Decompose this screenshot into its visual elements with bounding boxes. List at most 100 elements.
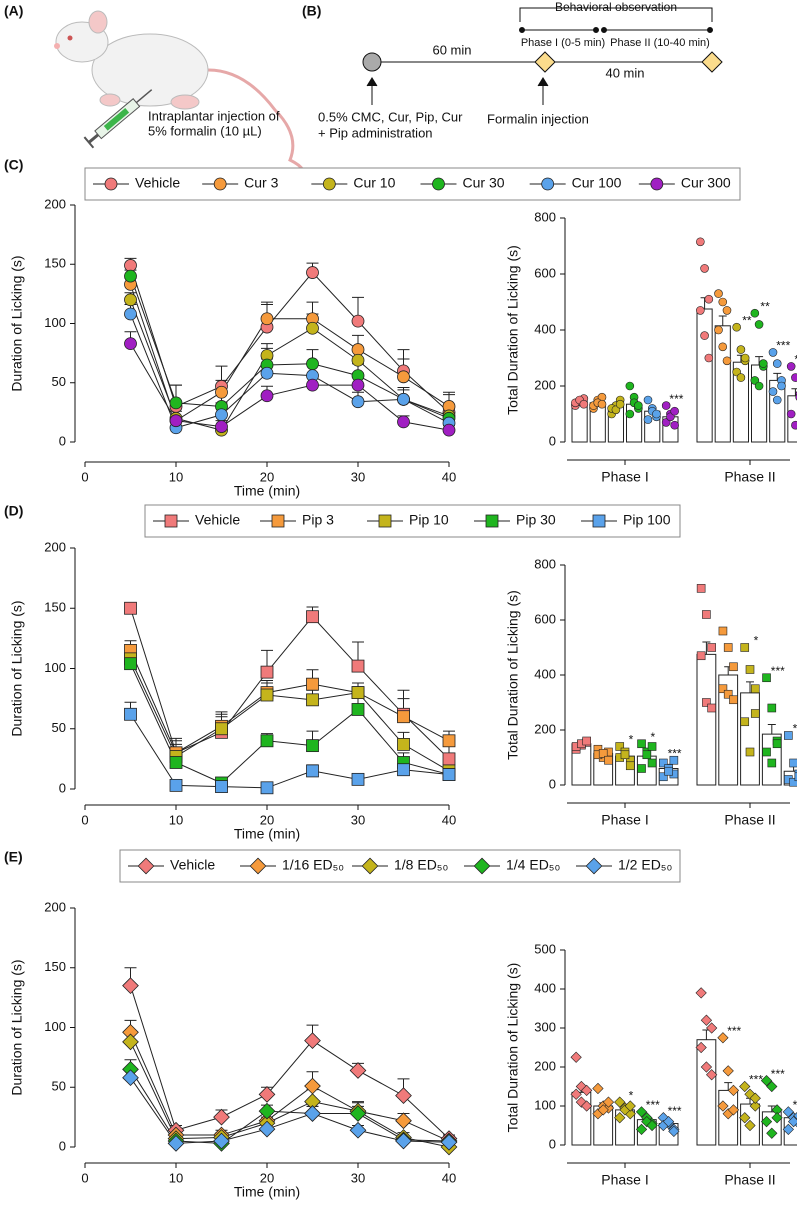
legend-label: Cur 100 [572,175,622,191]
significance-label: *** [771,1067,785,1081]
data-point [760,1115,773,1128]
x-tick-label: Phase I [601,812,648,828]
data-point [727,1084,740,1097]
x-tick-label: Phase II [724,812,775,828]
admin-label: + Pip administration [318,125,433,140]
data-point [624,1100,636,1112]
data-point [579,399,589,409]
marker [442,734,456,748]
data-point [696,651,706,661]
series-line [130,658,450,772]
marker [397,370,410,384]
data-point [643,415,653,424]
data-point [739,1080,751,1093]
data-point [570,1051,582,1063]
significance-label: * [650,730,655,744]
legend-label: Cur 10 [353,175,395,191]
data-point [754,381,764,391]
legend-marker [650,177,664,191]
marker [260,688,274,702]
data-point [700,1061,713,1073]
x-axis-label: Time (min) [234,826,300,842]
marker [306,610,319,624]
rat-illustration [54,10,305,180]
data-point [707,643,716,652]
marker [260,389,274,403]
legend-marker [585,857,603,875]
y-tick-label: 150 [44,256,66,271]
bar [740,692,760,786]
marker [351,353,365,367]
data-point [659,772,668,782]
data-point [581,1100,593,1112]
significance-label: *** [669,392,683,406]
y-tick-label: 200 [534,377,556,392]
data-point [762,673,771,683]
data-point [736,373,746,382]
y-tick-label: 0 [59,1138,66,1153]
y-tick-label: 0 [59,433,66,448]
data-point [771,1112,783,1124]
bar [696,653,717,786]
data-point [760,1075,773,1087]
error-bar [724,1082,733,1091]
x-tick-label: 0 [81,469,88,484]
data-point [723,643,733,652]
data-point [615,742,625,751]
data-point [670,420,679,430]
data-point [581,1084,593,1097]
data-point [789,758,797,768]
data-point [696,306,705,315]
marker [395,1112,412,1130]
y-tick-label: 0 [549,433,556,448]
data-point [597,399,607,409]
marker [215,385,228,399]
legend-label: Pip 100 [623,512,671,528]
marker [122,1069,139,1087]
marker [397,415,410,429]
data-point [717,1032,729,1044]
legend-label: Vehicle [170,857,215,873]
series-line [130,985,450,1140]
legend-label: Pip 30 [516,512,556,528]
marker [442,768,456,781]
interval-label: 40 min [605,65,644,80]
data-point [750,709,760,718]
data-point [706,1022,718,1034]
data-point [740,643,750,652]
y-tick-label: 50 [52,374,66,389]
marker [351,772,365,786]
data-point [740,353,750,363]
marker [260,665,274,679]
legend-label: Cur 3 [244,175,278,191]
panel-label: (E) [4,849,23,865]
marker [351,343,365,356]
y-tick-label: 100 [534,1097,556,1112]
legend-label: Pip 10 [409,512,449,528]
significance-label: *** [776,339,790,353]
significance-label: * [754,634,759,648]
data-point [722,1065,734,1077]
significance-label: ** [760,299,770,313]
data-point [635,1123,648,1136]
data-point [620,750,630,760]
data-point [762,747,771,757]
x-tick-label: Phase I [601,1172,648,1188]
marker [397,710,410,724]
y-tick-label: 500 [534,941,556,956]
marker [397,738,410,751]
legend-marker [592,514,606,528]
data-point [793,1111,797,1120]
data-point [745,747,755,757]
marker [351,314,365,328]
significance-label: *** [646,1098,660,1112]
marker [260,781,274,795]
series-line [130,284,450,422]
x-tick-label: Phase II [724,1172,775,1188]
marker [351,686,365,699]
y-tick-label: 600 [534,265,556,280]
significance-label: ** [742,313,752,327]
data-point [754,320,764,329]
marker [351,378,365,392]
marker [169,396,183,410]
